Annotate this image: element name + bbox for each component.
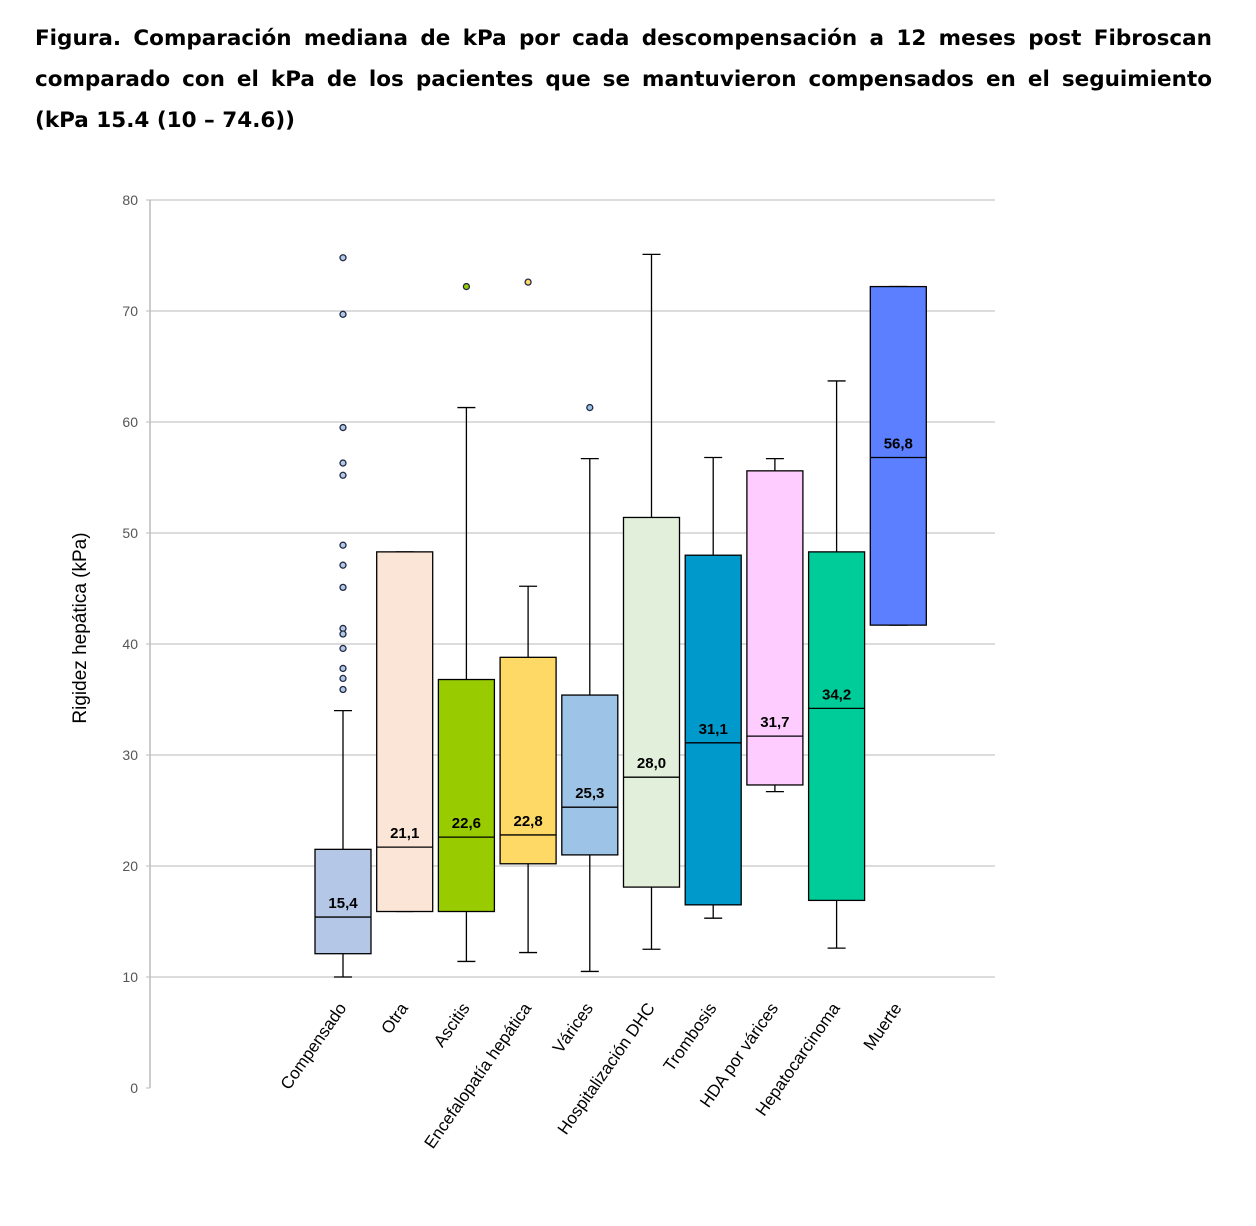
- median-label: 15,4: [328, 895, 358, 912]
- outlier-point: [339, 310, 347, 318]
- y-tick-label: 40: [122, 636, 138, 652]
- outlier-point: [524, 278, 532, 286]
- outlier-point: [339, 664, 347, 673]
- outlier-point: [339, 423, 347, 432]
- box-várices: 25,3: [561, 403, 619, 973]
- iqr-box: [437, 678, 496, 913]
- iqr-box: [622, 516, 681, 888]
- box-hospitalización-dhc: 28,0: [622, 253, 681, 950]
- y-tick-label: 10: [122, 969, 138, 985]
- iqr-box: [869, 285, 927, 626]
- x-category-label: Trombosis: [660, 999, 721, 1074]
- median-label: 28,0: [637, 755, 666, 772]
- y-tick-label: 60: [122, 414, 138, 430]
- outlier-point: [339, 630, 347, 638]
- outlier-point: [339, 459, 347, 467]
- x-category-label: Encefalopatía hepática: [421, 999, 536, 1152]
- x-category-label: Ascitis: [430, 999, 474, 1050]
- iqr-box: [314, 848, 372, 955]
- iqr-box: [499, 656, 557, 865]
- box-otra: 21,1: [376, 551, 434, 913]
- outlier-point: [462, 282, 471, 291]
- median-label: 31,7: [760, 714, 789, 731]
- iqr-box: [807, 551, 866, 902]
- y-tick-label: 0: [130, 1080, 138, 1096]
- median-label: 31,1: [699, 721, 728, 738]
- box-muerte: 56,8: [869, 285, 927, 626]
- y-tick-label: 50: [122, 525, 138, 541]
- x-category-label: Otra: [377, 999, 412, 1037]
- median-label: 56,8: [884, 436, 913, 453]
- outlier-point: [586, 403, 594, 412]
- y-tick-label: 20: [122, 858, 138, 874]
- x-category-label: Compensado: [277, 999, 351, 1093]
- median-label: 21,1: [390, 825, 419, 842]
- x-category-label: Muerte: [860, 999, 906, 1053]
- y-tick-label: 80: [122, 192, 138, 208]
- median-label: 34,2: [822, 686, 851, 703]
- outlier-point: [339, 471, 347, 479]
- boxes: 15,4 21,1 22,6 22,8 25,3 28,0 31,1 31,7 34,2 56,8: [314, 253, 927, 978]
- outlier-point: [339, 254, 347, 262]
- y-tick-label: 70: [122, 303, 138, 319]
- box-ascitis: 22,6: [437, 282, 496, 963]
- y-tick-label: 30: [122, 747, 138, 763]
- outlier-point: [339, 561, 347, 569]
- y-axis-label: Rigidez hepática (kPa): [70, 532, 91, 723]
- iqr-box: [376, 551, 434, 913]
- box-compensado: 15,4: [314, 254, 372, 978]
- iqr-box: [561, 694, 619, 856]
- outlier-point: [339, 674, 347, 683]
- outlier-point: [339, 644, 347, 653]
- box-hepatocarcinoma: 34,2: [807, 380, 866, 949]
- outlier-point: [339, 685, 347, 694]
- box-trombosis: 31,1: [684, 456, 742, 919]
- iqr-box: [746, 470, 804, 786]
- figure-title: Figura. Comparación mediana de kPa por c…: [35, 26, 1212, 133]
- median-label: 22,6: [452, 815, 481, 832]
- outlier-point: [339, 583, 347, 592]
- box-hda-por-várices: 31,7: [746, 457, 804, 793]
- gridlines: [150, 199, 995, 978]
- outlier-point: [339, 541, 347, 549]
- x-category-label: Várices: [549, 999, 597, 1056]
- box-encefalopatía-hepática: 22,8: [499, 278, 557, 954]
- median-label: 25,3: [575, 785, 604, 802]
- iqr-box: [684, 554, 742, 906]
- median-label: 22,8: [513, 813, 542, 830]
